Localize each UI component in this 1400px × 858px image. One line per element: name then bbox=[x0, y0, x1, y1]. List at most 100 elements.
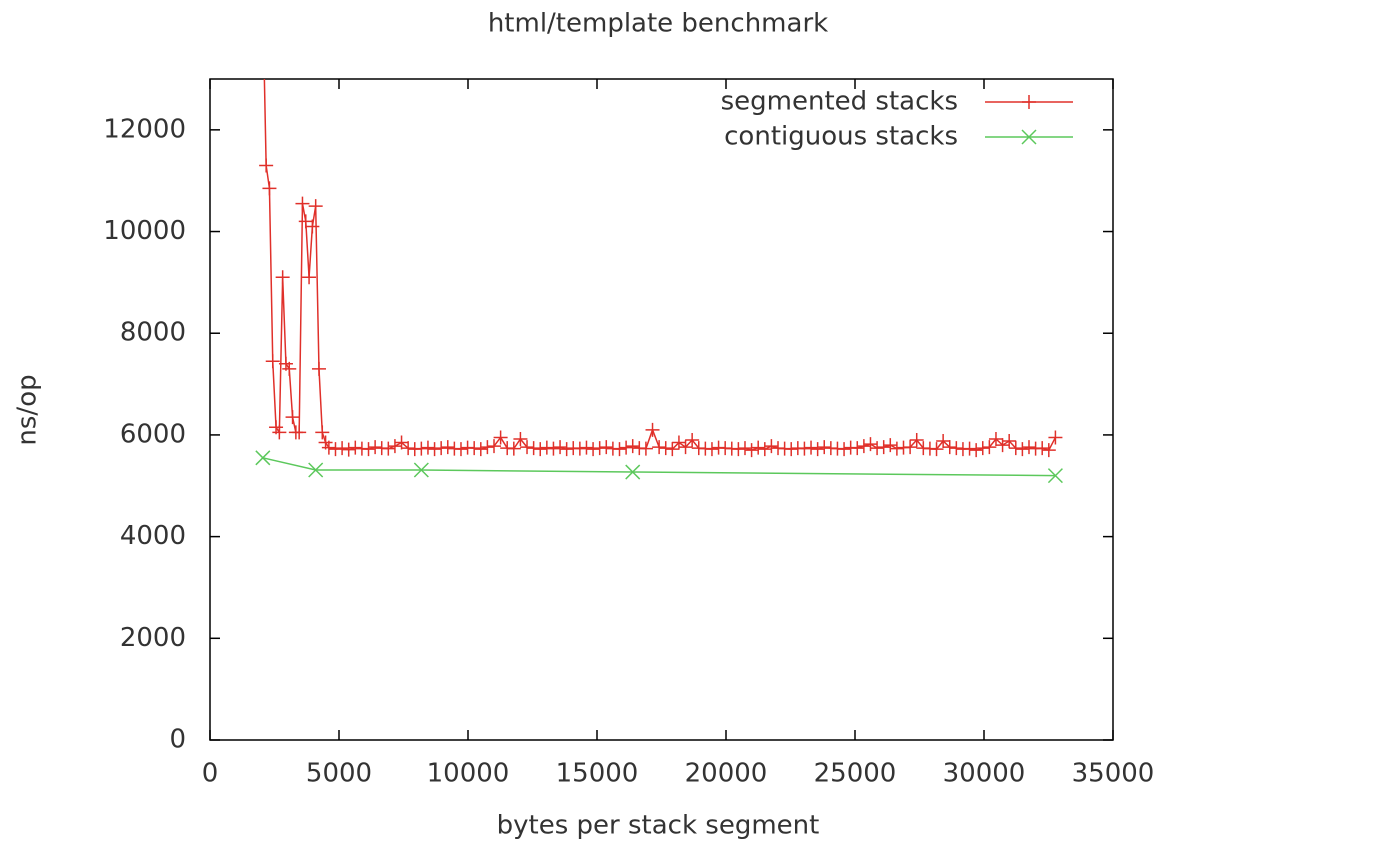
y-tick-label: 4000 bbox=[120, 521, 186, 551]
point-marker bbox=[308, 462, 324, 478]
point-marker bbox=[988, 431, 1003, 446]
point-marker bbox=[434, 441, 449, 456]
point-marker bbox=[982, 440, 997, 455]
point-marker bbox=[305, 219, 320, 234]
point-marker bbox=[473, 442, 488, 457]
point-marker bbox=[685, 433, 700, 448]
point-marker bbox=[579, 440, 594, 455]
point-marker bbox=[282, 361, 297, 376]
point-marker bbox=[539, 440, 554, 455]
point-marker bbox=[453, 442, 468, 457]
point-marker bbox=[414, 441, 429, 456]
legend-label: segmented stacks bbox=[721, 87, 958, 117]
point-marker bbox=[658, 441, 673, 456]
point-marker bbox=[797, 441, 812, 456]
point-marker bbox=[480, 440, 495, 455]
point-marker bbox=[870, 441, 885, 456]
point-marker bbox=[810, 442, 825, 457]
point-marker bbox=[817, 440, 832, 455]
plot-area bbox=[255, 79, 1063, 484]
point-marker bbox=[1015, 442, 1030, 457]
point-marker bbox=[1041, 443, 1056, 458]
legend-marker bbox=[1022, 95, 1036, 109]
point-marker bbox=[850, 441, 865, 456]
point-marker bbox=[1035, 441, 1050, 456]
series-line bbox=[262, 457, 1056, 477]
point-marker bbox=[975, 441, 990, 456]
point-marker bbox=[1022, 440, 1036, 455]
point-marker bbox=[704, 442, 719, 457]
point-marker bbox=[295, 196, 310, 211]
point-marker bbox=[586, 442, 601, 457]
point-marker bbox=[665, 442, 680, 457]
x-tick-label: 0 bbox=[202, 759, 219, 789]
point-marker bbox=[526, 441, 541, 456]
x-axis-label: bytes per stack segment bbox=[497, 811, 820, 841]
point-marker bbox=[645, 422, 660, 437]
point-marker bbox=[513, 431, 528, 446]
y-tick-label: 8000 bbox=[120, 318, 186, 348]
point-marker bbox=[348, 440, 363, 455]
point-marker bbox=[929, 442, 944, 457]
point-marker bbox=[341, 442, 356, 457]
point-marker bbox=[308, 199, 323, 214]
point-marker bbox=[612, 442, 627, 457]
point-marker bbox=[520, 440, 535, 455]
y-tick-label: 12000 bbox=[103, 114, 186, 144]
point-marker bbox=[275, 270, 290, 285]
point-marker bbox=[751, 440, 766, 455]
point-marker bbox=[784, 442, 799, 457]
x-tick-label: 35000 bbox=[1072, 759, 1155, 789]
point-marker bbox=[889, 441, 904, 456]
chart-title: html/template benchmark bbox=[488, 9, 828, 39]
point-marker bbox=[883, 438, 898, 453]
point-marker bbox=[1008, 441, 1023, 456]
point-marker bbox=[272, 425, 287, 440]
point-marker bbox=[744, 443, 759, 458]
point-marker bbox=[592, 441, 607, 456]
plot-frame bbox=[209, 78, 1114, 741]
point-marker bbox=[936, 434, 951, 449]
point-marker bbox=[678, 440, 693, 455]
point-marker bbox=[599, 440, 614, 455]
point-marker bbox=[625, 464, 641, 480]
point-marker bbox=[311, 361, 326, 376]
point-marker bbox=[467, 441, 482, 456]
point-marker bbox=[292, 425, 307, 440]
point-marker bbox=[804, 440, 819, 455]
point-marker bbox=[321, 440, 336, 455]
point-marker bbox=[1047, 468, 1063, 484]
point-marker bbox=[942, 440, 957, 455]
point-marker bbox=[285, 410, 300, 425]
point-marker bbox=[335, 441, 350, 456]
point-marker bbox=[962, 441, 977, 456]
point-marker bbox=[381, 441, 396, 456]
point-marker bbox=[731, 442, 746, 457]
point-marker bbox=[394, 435, 409, 450]
point-marker bbox=[764, 439, 779, 454]
point-marker bbox=[302, 270, 317, 285]
point-marker bbox=[553, 440, 568, 455]
point-marker bbox=[413, 462, 429, 478]
point-marker bbox=[546, 441, 561, 456]
point-marker bbox=[265, 354, 280, 369]
point-marker bbox=[969, 443, 984, 458]
point-marker bbox=[328, 442, 343, 457]
point-marker bbox=[572, 441, 587, 456]
point-marker bbox=[903, 440, 918, 455]
x-tick-label: 30000 bbox=[943, 759, 1026, 789]
point-marker bbox=[652, 440, 667, 455]
point-marker bbox=[487, 439, 502, 454]
y-tick-label: 2000 bbox=[120, 623, 186, 653]
legend-label: contiguous stacks bbox=[724, 122, 958, 152]
point-marker bbox=[638, 441, 653, 456]
point-marker bbox=[420, 440, 435, 455]
point-marker bbox=[876, 440, 891, 455]
point-marker bbox=[315, 425, 330, 440]
series-line bbox=[263, 79, 1057, 452]
point-marker bbox=[506, 441, 521, 456]
point-marker bbox=[259, 158, 274, 173]
point-marker bbox=[625, 439, 640, 454]
point-marker bbox=[533, 442, 548, 457]
point-marker bbox=[949, 441, 964, 456]
